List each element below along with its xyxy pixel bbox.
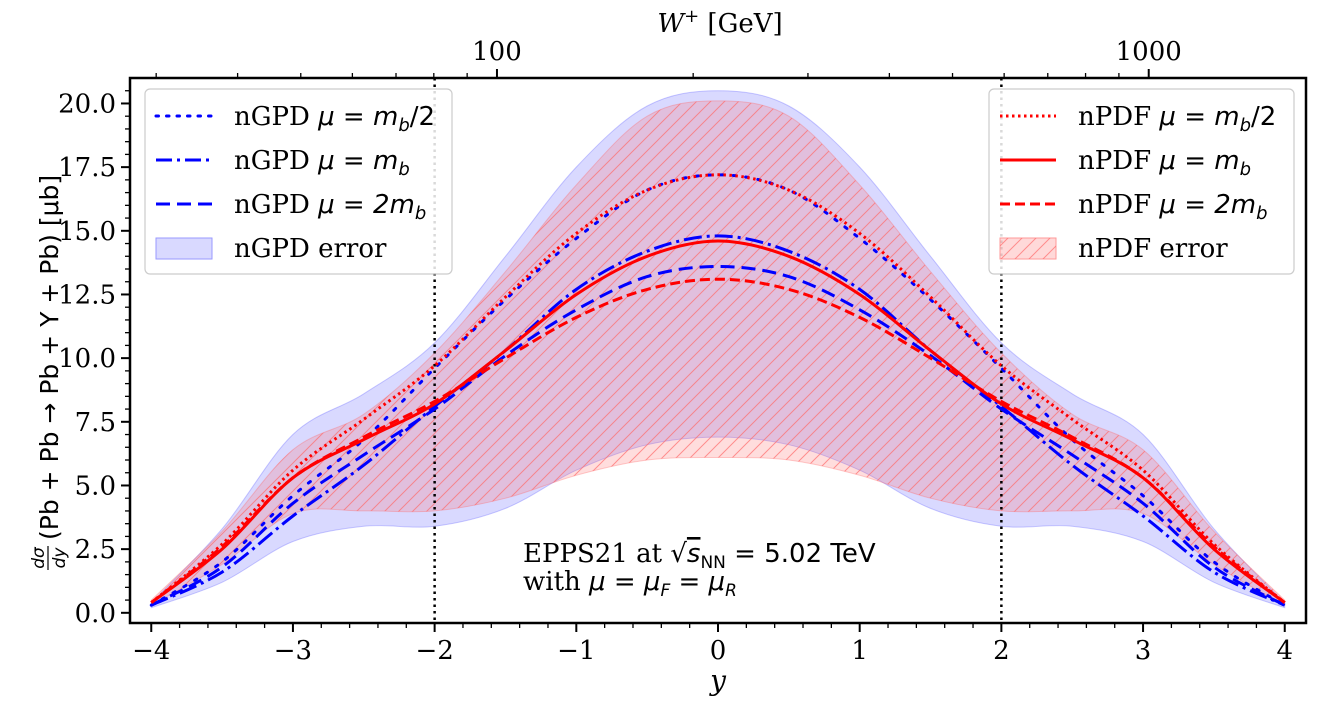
legend-right: nPDF μ = mb/2 nPDF μ = mb nPDF μ = 2mb n… [988,88,1295,275]
legend-left-label-1: nGPD μ = mb [234,146,410,180]
legend-right-label-3: nPDF error [1078,234,1228,264]
y-tick-label: 17.5 [58,153,116,183]
x-tick-label: −2 [415,636,453,666]
top-tick-label: 1000 [1116,37,1182,67]
y-tick-label: 2.5 [75,535,116,565]
series-line-5 [150,277,1286,604]
y-tick-label: 0.0 [75,599,116,629]
y-tick-label: 20.0 [58,89,116,119]
y-axis-title: dσ dy (Pb + Pb → Pb + Υ + Pb) [μb] [29,175,70,570]
x-tick-label: 4 [1276,636,1293,666]
series-line-3 [150,173,1286,604]
series-line-0 [149,173,1287,607]
y-tick-label: 15.0 [58,217,116,247]
x-tick-label: 1 [851,636,868,666]
series-line-1 [150,234,1286,607]
annotation: EPPS21 at √sNN = 5.02 TeV with μ = μF = … [523,539,876,601]
svg-text:dσ: dσ [29,546,49,569]
y-tick-label: 7.5 [75,408,116,438]
y-tick-label: 5.0 [75,471,116,501]
legend-left-swatch-3 [155,237,213,260]
legend-left-label-3: nGPD error [234,234,387,264]
legend-left: nGPD μ = mb/2 nGPD μ = mb nGPD μ = 2mb n… [144,88,453,275]
legend-left-label-2: nGPD μ = 2mb [234,190,426,224]
band-hatch [151,100,1285,606]
top-tick-label: 100 [472,37,522,67]
axis-ticks: −4 −3 −2 −1 0 1 2 3 4 0.0 2.5 5.0 7.5 10.0 12.5 15.0 17.… [58,37,1293,666]
x-axis-title: y [708,664,727,697]
error-bands [150,90,1286,609]
annotation-line-1: EPPS21 at √sNN = 5.02 TeV [523,539,876,573]
x-tick-label: −3 [274,636,312,666]
top-axis-title: W+ [GeV] [657,6,782,39]
x-tick-label: −1 [557,636,595,666]
legend-right-label-0: nPDF μ = mb/2 [1078,102,1276,136]
data-series [149,173,1287,607]
annotation-line-2: with μ = μF = μR [523,567,737,601]
legend-right-label-2: nPDF μ = 2mb [1078,190,1268,224]
x-tick-label: 3 [1135,636,1152,666]
y-tick-label: 12.5 [58,280,116,310]
legend-left-label-0: nGPD μ = mb/2 [234,102,435,136]
y-tick-label: 10.0 [58,344,116,374]
series-line-2 [150,264,1286,607]
svg-text:dy: dy [50,547,70,569]
x-tick-label: 0 [710,636,727,666]
legend-right-label-1: nPDF μ = mb [1078,146,1251,180]
x-tick-label: 2 [993,636,1010,666]
x-tick-label: −4 [132,636,170,666]
svg-text:(Pb + Pb → Pb + Υ + Pb) [μb]: (Pb + Pb → Pb + Υ + Pb) [μb] [35,175,64,540]
